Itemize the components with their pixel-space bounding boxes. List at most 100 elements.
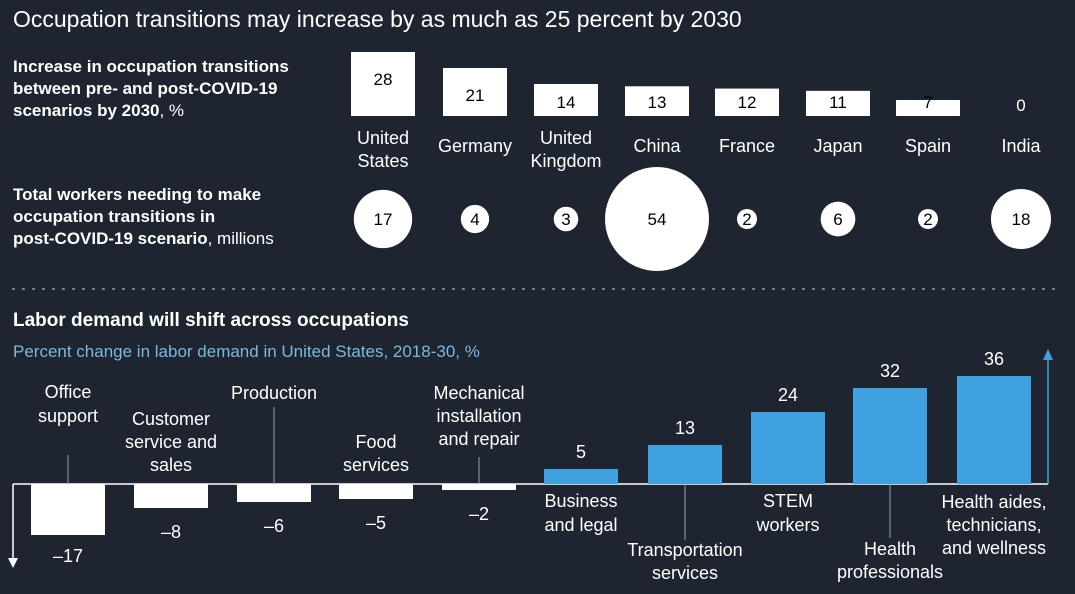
workers-bubble [990,188,1052,250]
labor-value-label: 24 [778,385,798,405]
workers-bubble-label: Total workers needing to make occupation … [13,185,274,248]
transitions-label-line: between pre- and post-COVID-19 [13,79,277,98]
transitions-bar [625,86,689,116]
transitions-label-line: Increase in occupation transitions [13,57,289,76]
occupation-tick-label: technicians, [946,515,1041,535]
country-tick-label: Germany [438,136,512,156]
transitions-label-text: , % [159,101,184,120]
occupation-tick-label: Office [45,382,92,402]
labor-value-label: 13 [675,418,695,438]
occupation-tick-label: support [38,406,98,426]
labor-value-label: 36 [984,349,1004,369]
transitions-bar [534,84,598,116]
labor-demand-bar [442,484,516,490]
occupation-tick-label: Transportation [627,540,742,560]
labor-value-label: 5 [576,442,586,462]
country-tick-label: Japan [813,136,862,156]
transitions-value-label: 7 [923,93,932,112]
labor-demand-bar [339,484,413,499]
workers-label-text: post-COVID-19 scenario [13,229,208,248]
transitions-label-line: scenarios by 2030, % [13,101,184,120]
country-tick-label: Spain [905,136,951,156]
workers-label-line: occupation transitions in [13,207,215,226]
workers-value-label: 18 [1012,210,1031,229]
country-tick-label: China [633,136,681,156]
transitions-value-label: 14 [557,93,576,112]
occupation-tick-label: Production [231,383,317,403]
page-title: Occupation transitions may increase by a… [13,6,742,32]
labor-value-label: –6 [264,516,284,536]
workers-label-text: occupation transitions in [13,207,215,226]
occupation-tick-label: services [343,455,409,475]
transitions-value-label: 28 [374,70,393,89]
country-tick-label: France [719,136,775,156]
workers-bubble [820,201,856,237]
occupation-tick-label: professionals [837,562,943,582]
labor-value-label: –5 [366,513,386,533]
up-arrow-icon [1043,349,1053,360]
transitions-bar [896,100,960,116]
workers-value-label: 3 [561,210,570,229]
down-arrow-icon [8,558,18,568]
occupation-tick-label: services [652,563,718,583]
occupation-tick-label: Health [864,539,916,559]
workers-bubble [605,167,709,271]
section2-title: Labor demand will shift across occupatio… [13,310,409,331]
workers-label-text: , millions [208,229,274,248]
transitions-chart-label: Increase in occupation transitions betwee… [13,57,289,120]
transitions-value-label: 12 [738,93,757,112]
labor-demand-bar [544,469,618,484]
transitions-bar-chart: 28 United States 21 Germany 14 United Kingdom 13… [351,52,1041,171]
labor-demand-bar [853,388,927,484]
country-tick-label: United [357,128,409,148]
workers-bubble [736,208,758,230]
labor-demand-bar [237,484,311,502]
labor-demand-bar [751,412,825,484]
occupation-tick-label: Customer [132,409,210,429]
labor-demand-bar [957,376,1031,484]
labor-value-label: 32 [880,361,900,381]
occupation-tick-label: sales [150,455,192,475]
country-tick-label: India [1001,136,1041,156]
transitions-bar [443,68,507,116]
labor-demand-bar-chart: –17 Office support –8 Customer service and sal… [8,349,1053,583]
transitions-label-text: Increase in occupation transitions [13,57,289,76]
workers-bubble-chart: 17 4 3 54 2 6 2 18 [353,167,1052,271]
labor-demand-bar [31,484,105,535]
occupation-tick-label: Health aides, [941,492,1046,512]
occupation-tick-label: Business [544,491,617,511]
workers-label-line: post-COVID-19 scenario, millions [13,229,274,248]
transitions-label-text: scenarios by 2030 [13,101,159,120]
occupation-tick-label: Food [355,432,396,452]
labor-value-label: –8 [161,522,181,542]
labor-value-label: –17 [53,546,83,566]
workers-bubble [917,208,939,230]
section2-subtitle: Percent change in labor demand in United… [13,342,480,361]
workers-value-label: 17 [374,210,393,229]
workers-bubble [460,204,490,234]
country-tick-label: Kingdom [530,151,601,171]
transitions-label-text: between pre- and post-COVID-19 [13,79,277,98]
workers-bubble [353,189,413,249]
transitions-value-label: 13 [648,93,667,112]
workers-label-text: Total workers needing to make [13,185,261,204]
workers-bubble [553,206,579,232]
occupation-tick-label: workers [755,515,819,535]
workers-value-label: 54 [648,210,667,229]
transitions-bar [806,90,870,116]
occupation-tick-label: Mechanical [433,383,524,403]
transitions-value-label: 21 [466,86,485,105]
occupation-tick-label: installation [436,406,521,426]
occupation-tick-label: and legal [544,515,617,535]
occupation-tick-label: and repair [438,429,519,449]
transitions-value-label: 11 [829,93,847,112]
country-tick-label: United [540,128,592,148]
workers-value-label: 2 [742,210,751,229]
workers-label-line: Total workers needing to make [13,185,261,204]
transitions-value-label: 0 [1016,96,1025,115]
transitions-bar [351,52,415,116]
workers-value-label: 2 [923,210,932,229]
occupation-tick-label: STEM [763,491,813,511]
labor-value-label: –2 [469,504,489,524]
